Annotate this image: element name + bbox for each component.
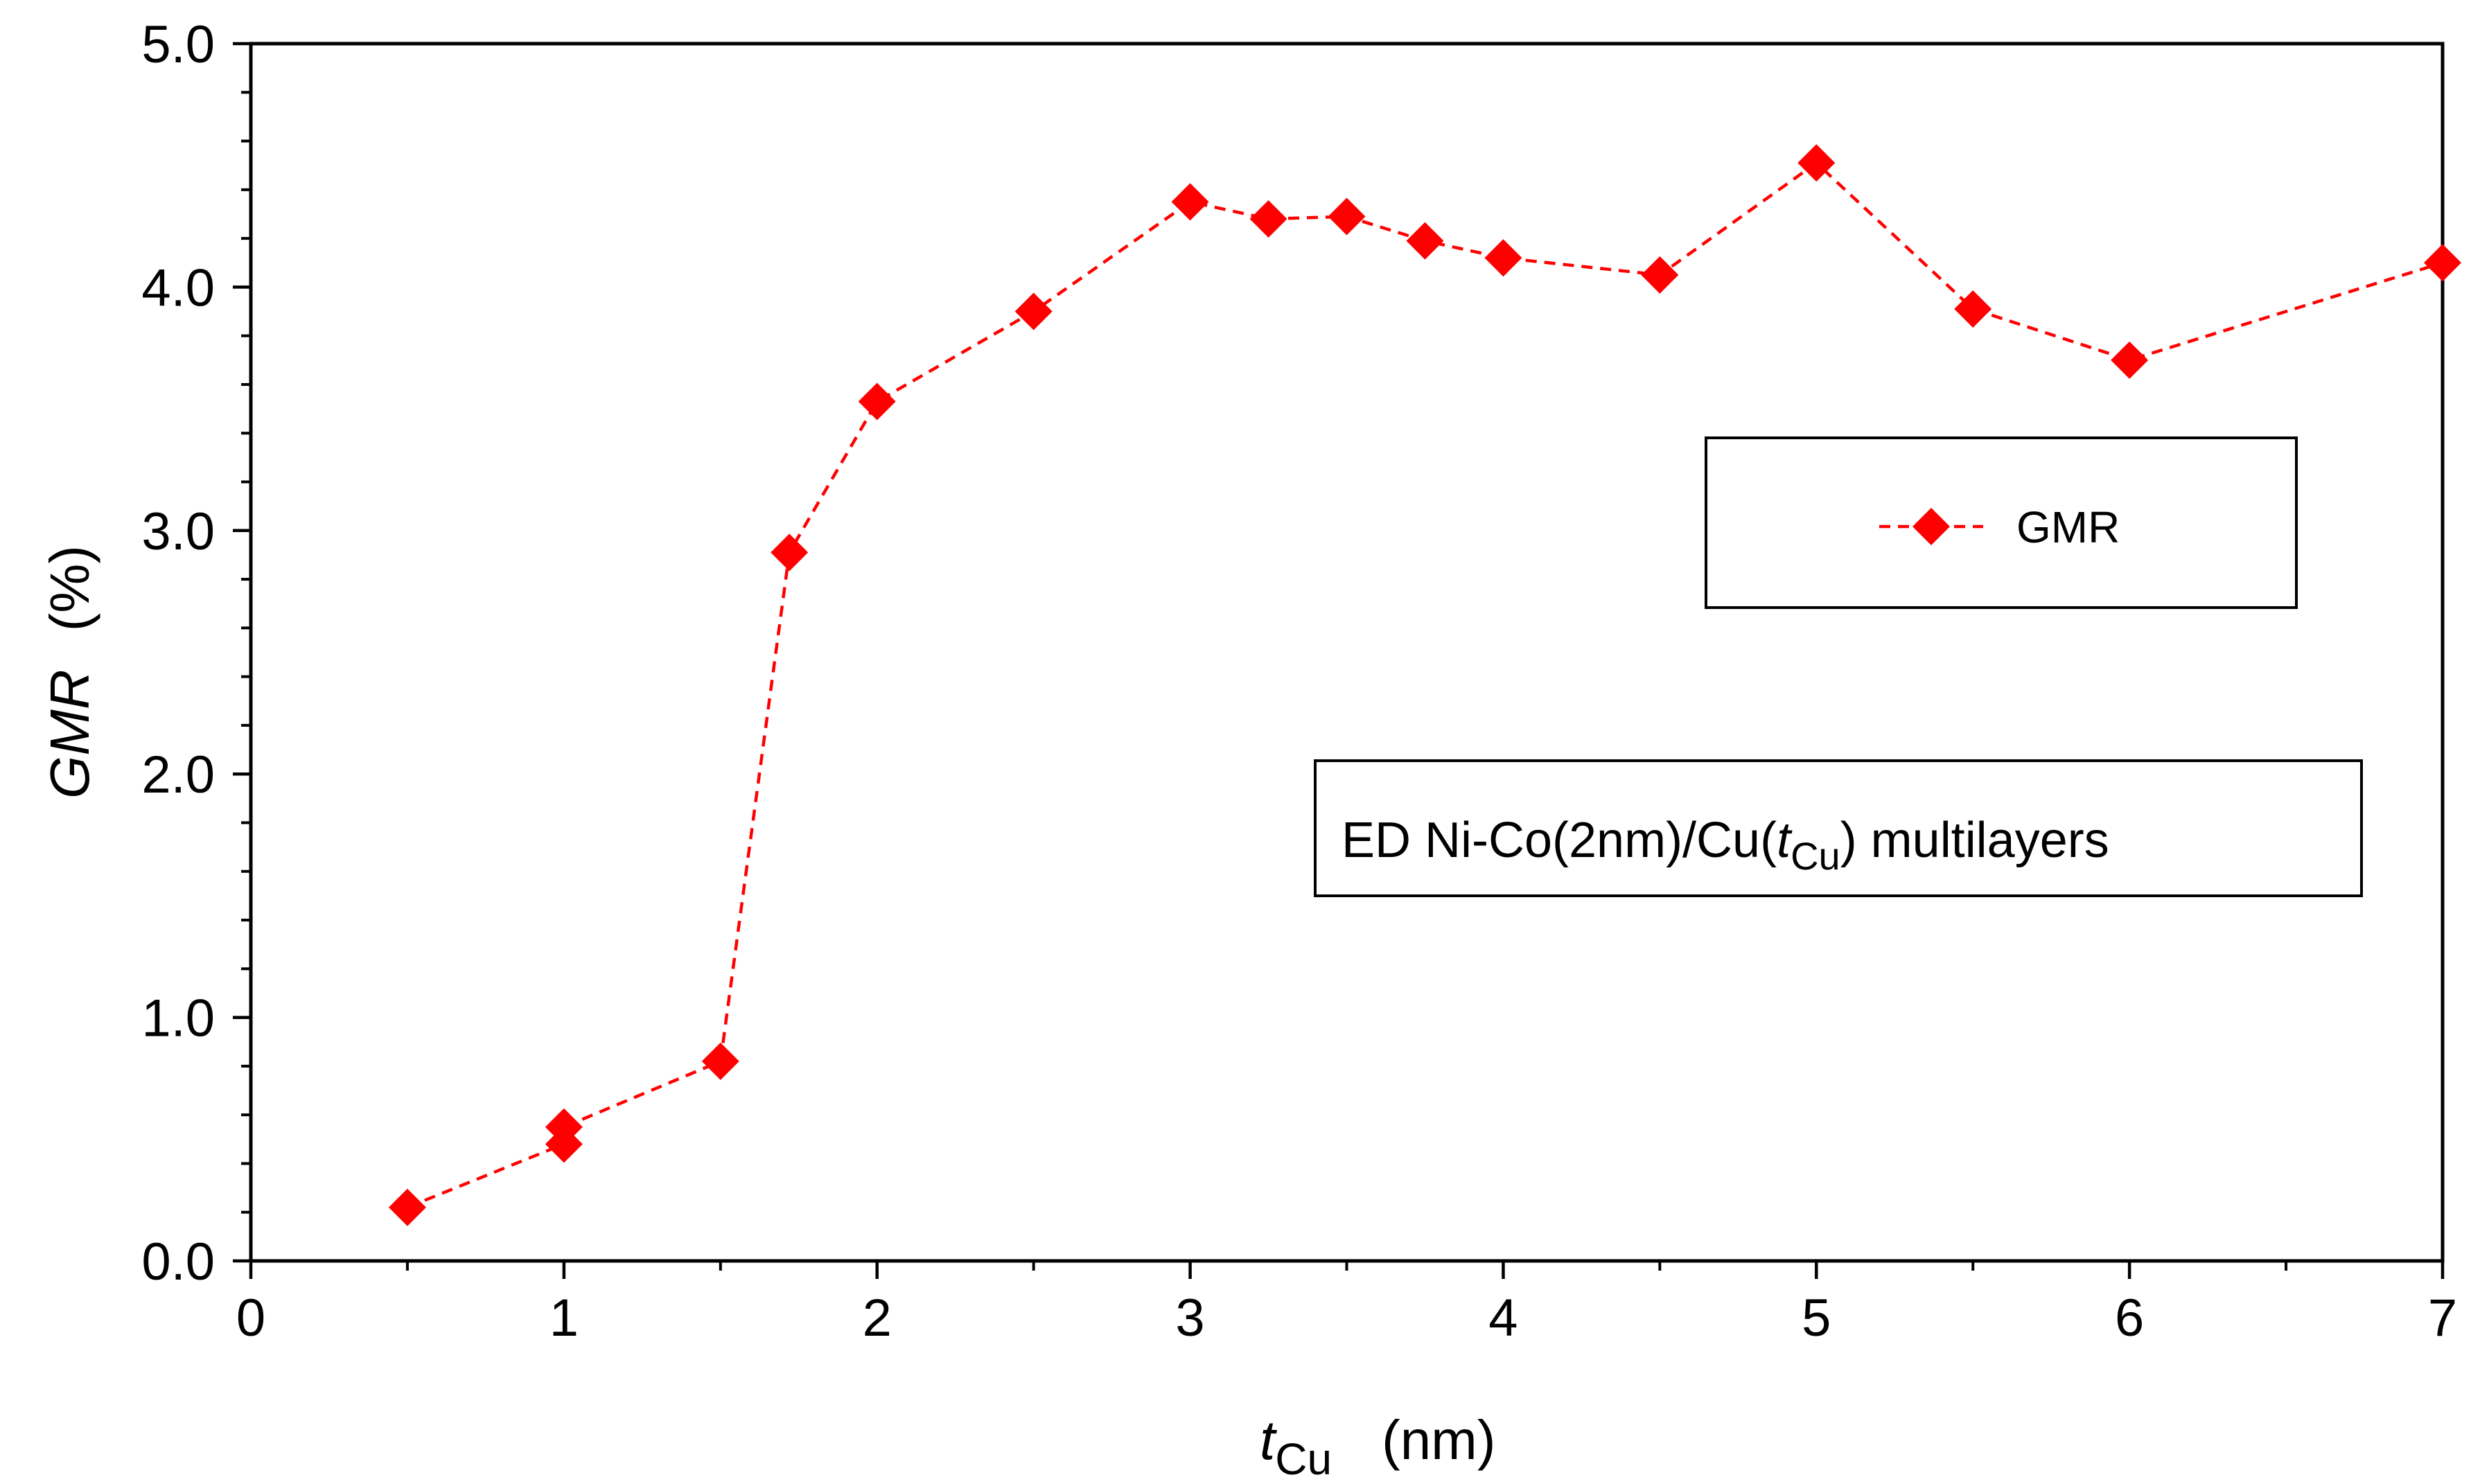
- annotation-subscript: Cu: [1791, 834, 1840, 878]
- gmr-data-point: [1641, 256, 1679, 294]
- gmr-data-point: [2111, 341, 2149, 379]
- x-axis-ticks: 0 1 2 3 4 5 6 7: [236, 1261, 2457, 1348]
- x-tick-label: 2: [863, 1289, 892, 1348]
- gmr-data-point: [1014, 292, 1053, 330]
- gmr-data-point: [1171, 183, 1209, 221]
- y-axis-title: GMR (%): [39, 545, 100, 799]
- y-tick-label: 5.0: [141, 15, 215, 74]
- gmr-data-points: [388, 144, 2461, 1226]
- x-tick-label: 3: [1175, 1289, 1204, 1348]
- x-axis-subscript: Cu: [1275, 1434, 1332, 1484]
- x-tick-label: 4: [1488, 1289, 1518, 1348]
- minor-ticks: [241, 91, 2288, 1271]
- legend-box: [1705, 436, 2298, 609]
- annotation: ED Ni-Co(2nm)/Cu(tCu) multilayers: [1314, 759, 2363, 897]
- annotation-italic: t: [1777, 813, 1793, 868]
- x-tick-label: 0: [236, 1289, 265, 1348]
- y-axis-unit: (%): [39, 545, 100, 631]
- y-tick-label: 1.0: [141, 989, 215, 1048]
- gmr-data-point: [1249, 200, 1287, 238]
- gmr-data-point: [1328, 197, 1366, 236]
- y-tick-label: 3.0: [141, 502, 215, 561]
- legend: GMR: [1705, 436, 2298, 609]
- x-tick-label: 6: [2115, 1289, 2144, 1348]
- y-axis-ticks: 0.0 1.0 2.0 3.0 4.0 5.0: [141, 15, 251, 1291]
- y-tick-label: 0.0: [141, 1233, 215, 1291]
- y-axis-symbol: GMR: [39, 669, 100, 799]
- x-axis-unit: (nm): [1382, 1409, 1495, 1471]
- x-axis-symbol: t: [1260, 1409, 1277, 1471]
- gmr-data-point: [701, 1042, 739, 1080]
- gmr-data-point: [388, 1188, 426, 1226]
- legend-marker: [1912, 508, 1950, 545]
- gmr-data-point: [1406, 222, 1444, 260]
- gmr-data-point: [1484, 239, 1522, 277]
- gmr-data-point: [1797, 144, 1836, 182]
- x-tick-label: 5: [1802, 1289, 1831, 1348]
- x-tick-label: 7: [2428, 1289, 2457, 1348]
- annotation-prefix: ED Ni-Co(2nm)/Cu(: [1342, 813, 1777, 868]
- gmr-series-line: [407, 161, 2443, 1209]
- gmr-data-point: [1954, 290, 1992, 328]
- y-tick-label: 2.0: [141, 745, 215, 804]
- gmr-data-point: [771, 533, 809, 572]
- gmr-data-point: [2424, 244, 2461, 282]
- x-tick-label: 1: [549, 1289, 579, 1348]
- legend-label: GMR: [2016, 502, 2120, 552]
- gmr-data-point: [858, 382, 896, 421]
- gmr-data-point: [545, 1108, 583, 1146]
- plot-area-frame: [249, 42, 2445, 1263]
- x-axis-title: tCu (nm): [1260, 1409, 1495, 1484]
- annotation-text: ED Ni-Co(2nm)/Cu(tCu) multilayers: [1342, 813, 2109, 878]
- y-tick-label: 4.0: [141, 258, 215, 317]
- annotation-box: [1314, 759, 2363, 897]
- annotation-suffix: ) multilayers: [1840, 813, 2109, 868]
